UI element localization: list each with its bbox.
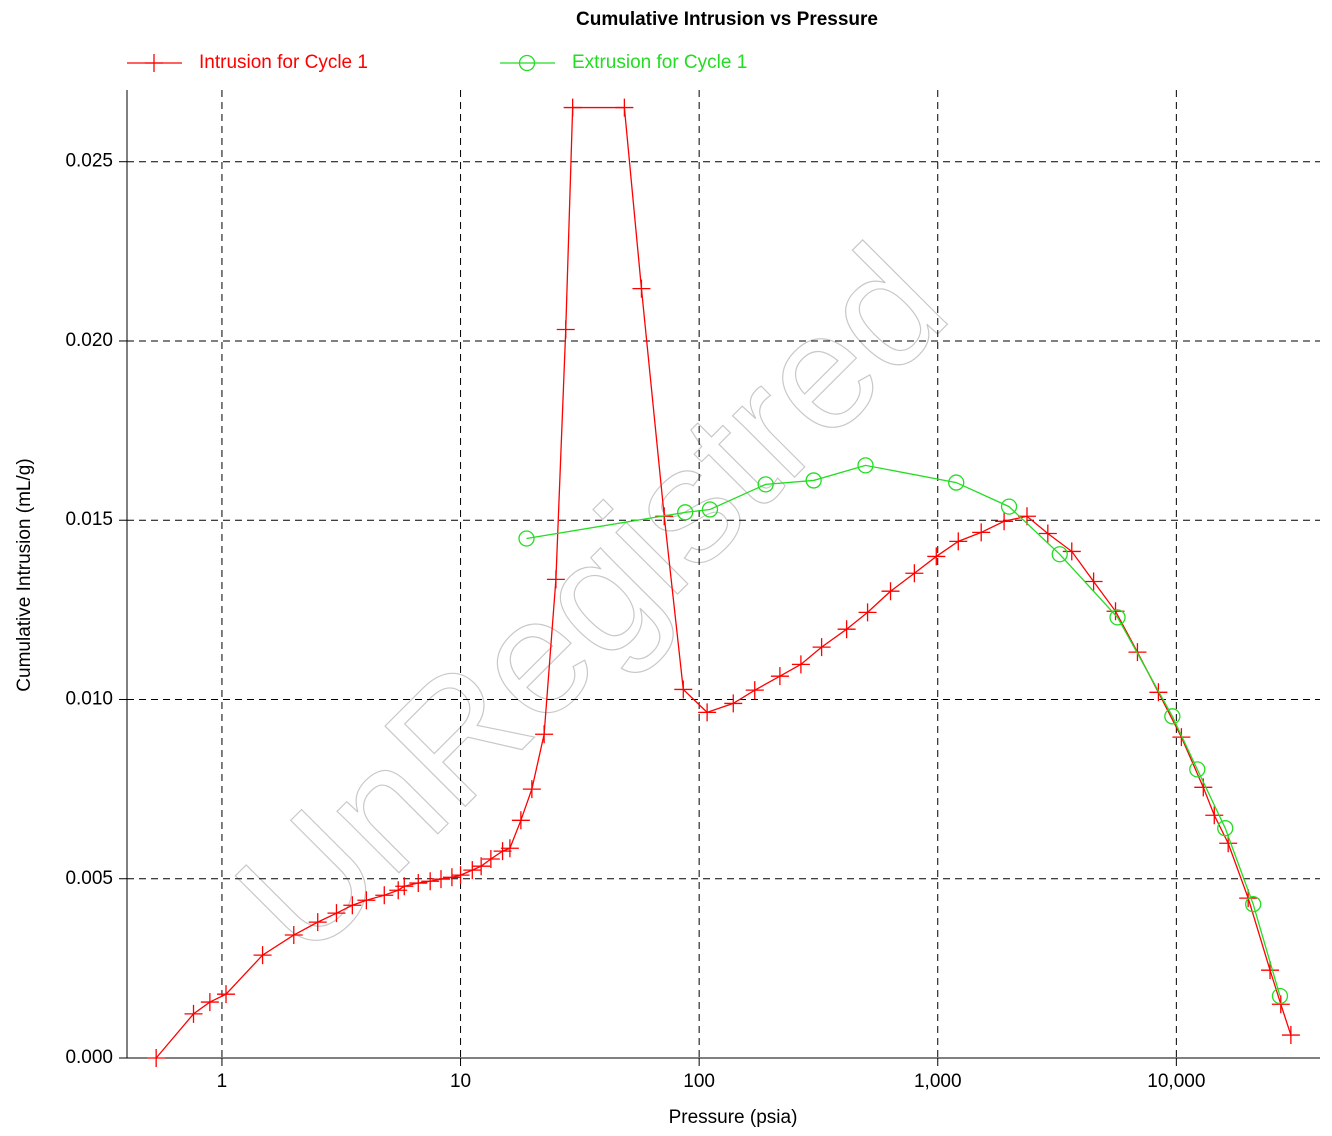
marker [535, 725, 554, 744]
x-axis-label: Pressure (psia) [669, 1107, 798, 1128]
marker [1271, 987, 1289, 1005]
marker [812, 638, 831, 657]
marker [949, 532, 968, 551]
marker [1189, 761, 1206, 778]
marker [632, 279, 651, 298]
y-tick-label: 0.010 [65, 688, 113, 709]
marker [463, 861, 482, 880]
marker [511, 811, 530, 830]
marker [995, 512, 1014, 531]
marker [857, 457, 874, 474]
marker [409, 874, 428, 893]
marker [1109, 609, 1126, 626]
y-tick-label: 0.000 [65, 1047, 113, 1068]
chart-title: Cumulative Intrusion vs Pressure [576, 9, 878, 30]
marker [522, 780, 541, 799]
marker [905, 564, 924, 583]
marker [701, 501, 719, 518]
watermark: UnRegistred [201, 211, 980, 990]
marker [442, 868, 461, 887]
marker [745, 681, 764, 700]
marker [757, 476, 774, 493]
x-tick-label: 10 [450, 1071, 471, 1092]
marker [858, 603, 877, 622]
marker [677, 504, 694, 521]
marker [147, 1049, 166, 1067]
x-tick-label: 1,000 [914, 1071, 962, 1092]
marker [1084, 572, 1103, 591]
marker [500, 839, 519, 858]
marker [837, 620, 856, 639]
marker [563, 98, 582, 117]
marker [1062, 542, 1081, 561]
marker [1217, 820, 1234, 837]
marker [493, 842, 512, 861]
marker [284, 926, 303, 945]
marker [881, 582, 900, 601]
y-axis-label: Cumulative Intrusion (mL/g) [14, 458, 35, 691]
marker [481, 850, 500, 869]
y-tick-label: 0.015 [65, 509, 113, 530]
marker [1271, 995, 1290, 1014]
y-tick-label: 0.005 [65, 868, 113, 889]
x-tick-label: 10,000 [1147, 1071, 1205, 1092]
marker [1245, 896, 1262, 913]
y-tick-label: 0.020 [65, 330, 113, 351]
marker [1051, 546, 1068, 563]
marker [927, 547, 946, 566]
marker [431, 870, 450, 889]
marker [518, 530, 535, 547]
marker [805, 472, 822, 489]
x-tick-label: 100 [683, 1071, 715, 1092]
marker [1000, 498, 1018, 515]
marker [556, 320, 575, 339]
legend-label: Extrusion for Cycle 1 [572, 52, 747, 73]
legend-label: Intrusion for Cycle 1 [199, 52, 368, 73]
legend-marker [518, 54, 536, 72]
series-line [155, 106, 1292, 1059]
marker [421, 872, 440, 891]
marker [948, 474, 965, 491]
marker [343, 896, 362, 915]
marker [698, 703, 717, 722]
marker [1038, 524, 1057, 543]
marker [375, 886, 394, 905]
marker [327, 904, 346, 923]
x-tick-label: 1 [217, 1071, 228, 1092]
marker [546, 570, 565, 589]
marker [308, 913, 327, 932]
marker [1164, 708, 1181, 725]
marker [357, 891, 376, 910]
marker [451, 866, 470, 885]
marker [253, 946, 272, 965]
marker [1205, 806, 1224, 825]
marker [1017, 507, 1036, 526]
marker [472, 857, 491, 876]
marker [724, 694, 743, 713]
y-tick-label: 0.025 [65, 151, 113, 172]
marker [200, 993, 219, 1012]
marker [972, 523, 991, 542]
marker [791, 655, 810, 674]
series-line [526, 464, 1281, 997]
marker [770, 667, 789, 686]
marker [615, 98, 634, 117]
marker [184, 1004, 203, 1023]
marker [674, 680, 693, 699]
legend-marker [145, 54, 163, 72]
marker [1281, 1026, 1300, 1045]
marker [217, 985, 236, 1004]
marker [395, 877, 414, 896]
